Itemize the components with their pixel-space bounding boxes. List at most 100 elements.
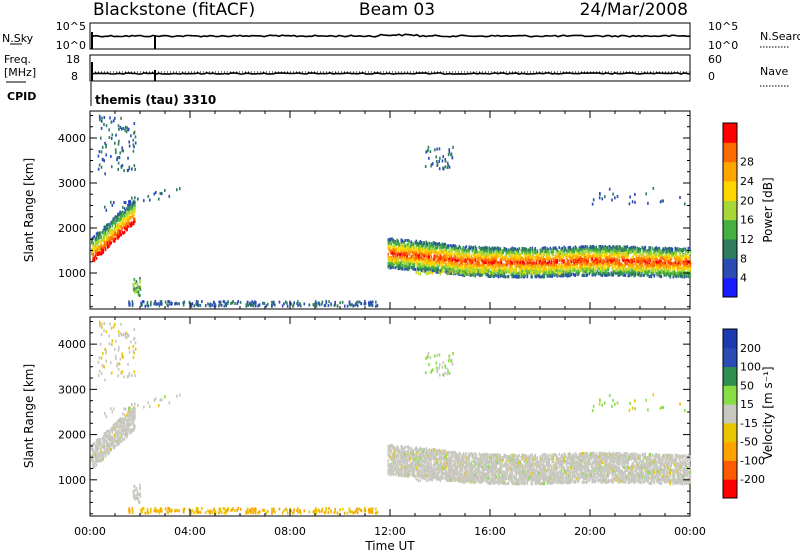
power-cell: [585, 272, 588, 276]
power-cell: [675, 247, 678, 251]
power-cell: [480, 250, 483, 254]
power-cell: [444, 263, 447, 267]
power-cell: [479, 247, 482, 251]
power-cell: [462, 253, 465, 257]
power-cell: [619, 271, 622, 275]
power-cell: [658, 274, 661, 278]
power-cell: [491, 267, 494, 271]
power-cell: [486, 269, 489, 273]
power-cell: [134, 200, 136, 204]
power-cell: [447, 257, 450, 261]
power-cell: [510, 267, 513, 271]
power-cell: [505, 250, 508, 254]
power-cell: [445, 271, 448, 275]
power-cell: [482, 246, 485, 250]
power-cell: [427, 268, 430, 272]
power-cell: [630, 272, 633, 276]
power-cell: [431, 263, 434, 267]
power-cell: [134, 220, 136, 224]
power-cell: [430, 260, 433, 264]
power-cell: [493, 274, 496, 278]
power-cell: [648, 248, 651, 252]
power-cell: [401, 260, 404, 264]
power-cell: [450, 251, 453, 255]
power-cell: [392, 251, 395, 255]
power-cell: [127, 156, 129, 160]
power-cell: [562, 270, 565, 274]
power-cell: [470, 270, 473, 274]
power-cell: [506, 275, 509, 279]
power-cell: [143, 199, 145, 203]
power-cell: [553, 269, 556, 273]
power-cell: [468, 271, 471, 275]
power-cell: [582, 252, 585, 256]
power-cell: [663, 273, 666, 277]
power-cell: [419, 266, 422, 270]
power-cell: [412, 242, 415, 246]
power-cell: [131, 209, 134, 213]
power-cell: [617, 265, 620, 269]
power-cell: [454, 250, 457, 254]
power-cell: [581, 247, 584, 251]
power-cell: [594, 258, 597, 262]
power-cell: [137, 293, 140, 297]
power-cell: [297, 303, 299, 307]
power-cell: [449, 260, 452, 264]
power-cell: [410, 265, 413, 269]
power-cell: [134, 141, 137, 145]
power-cell: [570, 273, 573, 277]
power-cell: [600, 266, 603, 270]
power-cell: [118, 156, 121, 160]
power-cell: [494, 256, 497, 260]
power-cell: [121, 230, 124, 234]
power-cell: [453, 247, 456, 251]
power-cell: [513, 254, 516, 258]
power-cell: [618, 258, 621, 262]
power-cell: [481, 265, 484, 269]
power-cell: [451, 248, 454, 252]
power-cell: [507, 248, 510, 252]
power-cell: [450, 255, 453, 259]
power-cell: [461, 267, 464, 271]
power-cell: [542, 259, 545, 263]
power-cell: [496, 271, 499, 275]
power-cell: [646, 259, 649, 263]
power-cell: [575, 246, 578, 250]
power-cell: [640, 253, 643, 257]
power-cell: [532, 251, 535, 255]
power-cell: [182, 303, 185, 307]
power-cell: [117, 124, 120, 128]
power-cell: [518, 261, 521, 265]
power-cell: [392, 246, 395, 250]
power-cell: [655, 266, 658, 270]
power-cell: [636, 272, 639, 276]
power-cell: [471, 267, 474, 271]
power-cell: [115, 151, 117, 155]
power-cell: [494, 254, 497, 258]
power-cell: [564, 262, 567, 266]
power-cell: [422, 242, 425, 246]
power-cell: [579, 262, 582, 266]
power-cell: [555, 260, 558, 264]
power-cell: [517, 272, 520, 276]
power-cell: [661, 256, 664, 260]
power-cell: [392, 266, 395, 270]
power-cell: [424, 258, 427, 262]
power-cell: [585, 245, 588, 249]
power-cell: [391, 265, 394, 269]
power-cell: [122, 224, 125, 228]
power-cell: [667, 247, 670, 251]
power-cell: [94, 243, 97, 247]
power-cell: [672, 267, 675, 271]
power-cell: [624, 268, 627, 272]
power-cell: [437, 260, 440, 264]
freq-tick-bottom: 8: [71, 70, 78, 83]
power-cell: [478, 253, 481, 257]
power-cell: [120, 165, 123, 169]
power-cell: [526, 261, 529, 265]
power-cell: [662, 247, 665, 251]
power-cell: [545, 267, 548, 271]
power-cell: [531, 249, 534, 253]
power-cell: [555, 262, 558, 266]
power-cell: [559, 250, 562, 254]
